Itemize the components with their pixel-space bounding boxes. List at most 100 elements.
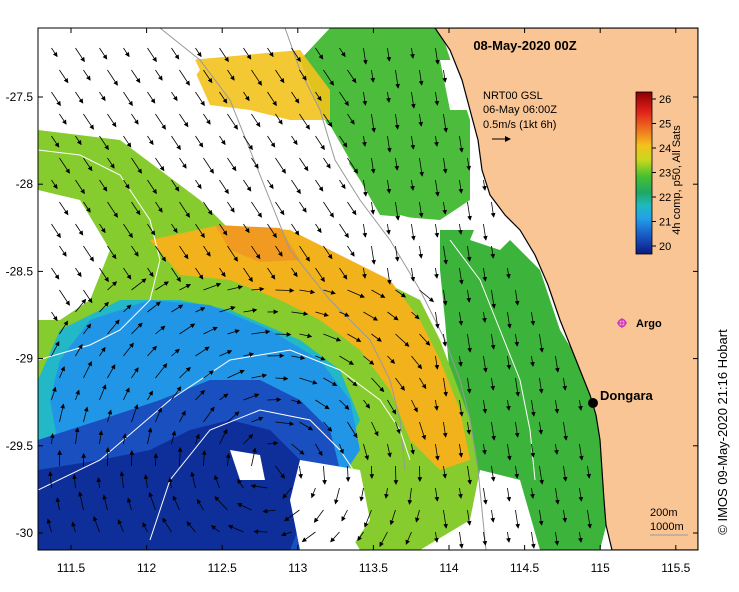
current-arrow — [179, 323, 196, 335]
current-arrow — [339, 179, 346, 190]
current-arrow — [405, 531, 412, 545]
current-arrow — [251, 447, 257, 467]
current-arrow — [434, 311, 440, 329]
current-arrow — [554, 355, 560, 373]
current-arrow — [131, 157, 142, 174]
current-arrow — [155, 281, 169, 291]
current-arrow — [291, 443, 305, 455]
current-arrow — [275, 157, 286, 174]
y-tick-label: -30 — [16, 526, 34, 540]
current-arrow — [99, 346, 106, 357]
plot-frame — [37, 27, 699, 551]
current-arrow — [123, 223, 133, 239]
current-arrow — [299, 157, 309, 172]
current-arrow — [395, 69, 400, 89]
x-tick-label: 115 — [591, 561, 610, 575]
current-arrow — [315, 267, 325, 283]
current-arrow — [395, 377, 405, 391]
y-tick-label: -29 — [16, 352, 34, 366]
current-arrow — [117, 519, 124, 533]
current-arrow — [467, 465, 472, 485]
cloud-gap-6 — [230, 450, 265, 480]
current-arrow — [482, 443, 487, 455]
current-arrow — [538, 377, 544, 394]
current-arrow — [482, 487, 488, 505]
current-arrow — [389, 509, 396, 526]
current-arrow — [434, 223, 440, 238]
current-arrow — [227, 69, 235, 81]
current-arrow — [195, 91, 205, 107]
current-arrow — [71, 521, 76, 533]
current-arrow — [243, 352, 255, 357]
current-arrow — [179, 245, 189, 260]
current-arrow — [179, 366, 191, 379]
current-arrow — [362, 267, 367, 279]
current-arrow — [107, 113, 117, 128]
current-arrow — [51, 47, 58, 58]
current-arrow — [251, 157, 259, 169]
current-arrow — [123, 47, 130, 58]
current-arrow — [458, 135, 464, 153]
current-arrow — [179, 113, 189, 128]
current-arrow — [299, 377, 318, 385]
current-arrow — [418, 245, 424, 259]
current-arrow — [347, 377, 358, 387]
current-arrow — [219, 91, 228, 104]
current-arrow — [347, 157, 358, 174]
current-arrow — [419, 421, 427, 441]
vector-source: NRT00 GSL — [483, 90, 543, 102]
current-arrow — [411, 355, 423, 370]
current-arrow — [586, 465, 592, 479]
current-arrow — [394, 157, 400, 171]
current-arrow — [75, 47, 85, 63]
current-arrow — [155, 325, 166, 335]
current-arrow — [291, 179, 301, 195]
sst-green-nearshore — [440, 230, 610, 550]
current-arrow — [126, 497, 132, 511]
current-arrow — [458, 487, 463, 499]
current-arrow — [75, 389, 80, 401]
current-arrow — [131, 322, 143, 335]
current-arrow — [339, 355, 354, 365]
current-arrow — [530, 487, 535, 499]
current-arrow — [243, 434, 254, 445]
current-arrow — [99, 384, 107, 401]
current-arrow — [171, 223, 178, 234]
current-arrow — [370, 201, 376, 215]
current-arrow — [83, 69, 91, 81]
current-arrow — [227, 201, 235, 213]
current-arrow — [75, 223, 84, 236]
current-arrow — [339, 91, 349, 107]
current-arrow — [171, 304, 184, 313]
current-arrow — [411, 399, 418, 413]
current-arrow — [284, 509, 300, 522]
current-arrow — [155, 407, 162, 423]
current-arrow — [102, 494, 108, 511]
current-arrow — [201, 450, 207, 467]
current-arrow — [267, 441, 279, 446]
current-arrow — [195, 267, 204, 280]
current-arrow — [323, 157, 331, 169]
current-arrow — [123, 91, 133, 107]
isobath-1000m — [159, 28, 406, 471]
cloud-gap-5 — [470, 215, 520, 250]
current-arrow — [554, 487, 560, 505]
current-arrow — [275, 69, 285, 84]
current-arrow — [339, 311, 350, 317]
y-axis: -27.5 -28 -28.5 -29 -29.5 -30 — [6, 90, 698, 540]
current-arrow — [275, 376, 289, 381]
current-arrow — [195, 389, 206, 401]
current-arrow — [59, 245, 67, 257]
current-arrow — [203, 282, 222, 291]
current-arrow — [434, 135, 439, 147]
current-arrow — [267, 179, 274, 190]
current-arrow — [227, 113, 238, 130]
current-arrow — [123, 387, 130, 401]
current-arrow — [74, 427, 80, 445]
current-arrow — [49, 433, 55, 445]
current-arrow — [387, 311, 399, 321]
current-arrow — [147, 179, 157, 195]
current-arrow — [142, 522, 148, 533]
current-arrow — [291, 91, 300, 104]
current-arrow — [227, 157, 237, 172]
